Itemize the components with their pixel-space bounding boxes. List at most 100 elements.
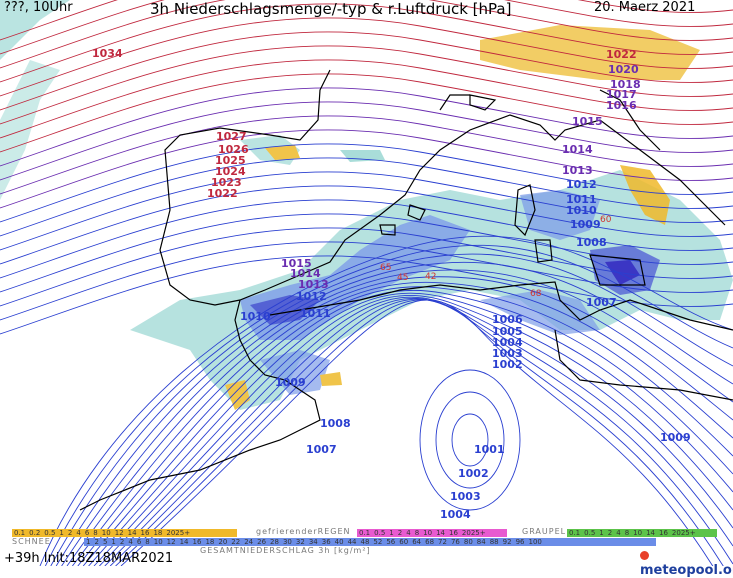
- isobar-label: 1003: [492, 347, 523, 360]
- isobar-label: 1009: [570, 218, 601, 231]
- isobar-ring: [451, 413, 489, 467]
- legend-value: 92: [502, 538, 512, 546]
- legend-value: 6: [136, 538, 142, 546]
- isobar-label: 1012: [566, 178, 597, 191]
- isobar-label: 1014: [562, 143, 593, 156]
- legend-value: 2025+: [166, 529, 191, 537]
- legend-value: 10: [101, 529, 111, 537]
- legend-value: 0.1: [14, 529, 26, 537]
- legend-value: 0.5: [584, 529, 596, 537]
- isobar-line: [0, 59, 733, 139]
- rain-amount-label: 65: [380, 263, 391, 273]
- legend-value: 2025+: [461, 529, 486, 537]
- isobar-label: 1010: [566, 204, 597, 217]
- isobar-line: [82, 289, 733, 566]
- isobar-label: 1007: [306, 443, 337, 456]
- legend-value: 32: [295, 538, 305, 546]
- legend-value: 34: [308, 538, 318, 546]
- isobar-label: 1006: [492, 313, 523, 326]
- isobar-line: [0, 0, 733, 55]
- isobar-line: [0, 213, 733, 293]
- rain-amount-label: 42: [425, 272, 436, 282]
- isobar-line: [0, 0, 733, 69]
- isobar-label: 1027: [216, 130, 247, 143]
- legend-value: 4: [76, 529, 81, 537]
- isobar-label: 1001: [474, 443, 505, 456]
- isobar-label: 1002: [492, 358, 523, 371]
- legend-value: 68: [425, 538, 435, 546]
- legend-value: 88: [489, 538, 499, 546]
- legend-value: 64: [412, 538, 422, 546]
- isobar-ring: [419, 369, 521, 511]
- isobar-line: [0, 45, 733, 125]
- snow-legend-caption: SCHNEE: [12, 537, 51, 546]
- isobar-line: [39, 235, 733, 566]
- isobar-line: [115, 299, 724, 566]
- brand-logo[interactable]: meteopool.org: [640, 548, 733, 578]
- coastline-layer: [79, 69, 733, 511]
- total-precip-legend: 1 2 5 1 2 4 6 8 10 12 14 16 18 20 22 24 26 28 30 32 34 36 40 44…: [84, 538, 544, 547]
- legend-value: 96: [515, 538, 525, 546]
- legend-value: 1: [599, 529, 604, 537]
- header-timestamp: ???, 10Uhr: [4, 0, 73, 15]
- snow-legend: 0.1 0.2 0.5 1 2 4 6 8 10 12 14 16 18 2025+: [12, 529, 192, 538]
- isobar-labels: 1034102710261025102410231022102210201018…: [92, 47, 691, 521]
- isobar-line: [0, 73, 733, 153]
- legend-value: 14: [436, 529, 445, 537]
- isobar-line: [61, 269, 733, 566]
- isobar-line: [0, 171, 733, 251]
- legend-value: 80: [463, 538, 473, 546]
- legend-value: 10: [153, 538, 163, 546]
- graupel-legend: 0.1 0.5 1 2 4 8 10 14 16 2025+: [567, 529, 698, 538]
- isobar-line: [0, 185, 733, 265]
- legend-value: 26: [257, 538, 267, 546]
- legend-value: 0.2: [29, 529, 41, 537]
- legend-value: 10: [423, 529, 433, 537]
- isobar-layer: [0, 0, 733, 566]
- legend-value: 18: [153, 529, 163, 537]
- legend-value: 2025+: [671, 529, 696, 537]
- isobar-ring: [435, 391, 505, 489]
- rain-amount-label: 68: [530, 289, 542, 299]
- legend-value: 36: [321, 538, 331, 546]
- legend-value: 4: [128, 538, 133, 546]
- legend-value: 72: [438, 538, 447, 546]
- isobar-label: 1011: [300, 307, 331, 320]
- isobar-label: 1003: [450, 490, 481, 503]
- globe-icon: [640, 551, 649, 560]
- isobar-line: [0, 31, 733, 111]
- legend-value: 14: [179, 538, 189, 546]
- legend-value: 2: [119, 538, 125, 546]
- legend-value: 1: [59, 529, 64, 537]
- legend-value: 1: [389, 529, 394, 537]
- legend-value: 44: [347, 538, 357, 546]
- legend-value: 4: [616, 529, 621, 537]
- legend-value: 48: [360, 538, 370, 546]
- rain-labels: 65 45 42 68 60: [380, 215, 612, 299]
- legend-value: 30: [282, 538, 292, 546]
- isobar-line: [0, 87, 733, 167]
- isobar-label: 1004: [492, 336, 523, 349]
- legend-value: 12: [114, 529, 124, 537]
- legend-value: 2: [397, 529, 403, 537]
- legend-value: 56: [386, 538, 396, 546]
- isobar-line: [88, 292, 733, 566]
- isobar-line: [0, 227, 733, 307]
- isobar-line: [0, 115, 733, 195]
- isobar-label: 1009: [275, 376, 306, 389]
- legend-value: 16: [192, 538, 202, 546]
- legend-value: 2: [67, 529, 73, 537]
- isobar-label: 1017: [606, 88, 637, 101]
- isobar-line: [0, 3, 733, 83]
- isobar-label: 1034: [92, 47, 123, 60]
- legend-value: 0.1: [569, 529, 581, 537]
- legend-value: 76: [450, 538, 460, 546]
- isobar-line: [0, 101, 733, 181]
- weather-map: 1034102710261025102410231022102210201018…: [0, 0, 733, 566]
- isobar-label: 1015: [281, 257, 312, 270]
- isobar-label: 1008: [576, 236, 607, 249]
- isobar-label: 1016: [606, 99, 637, 112]
- total-precip-legend-caption: GESAMTNIEDERSCHLAG 3h [kg/m²]: [200, 546, 371, 555]
- legend-value: 16: [140, 529, 150, 537]
- legend-value: 84: [476, 538, 486, 546]
